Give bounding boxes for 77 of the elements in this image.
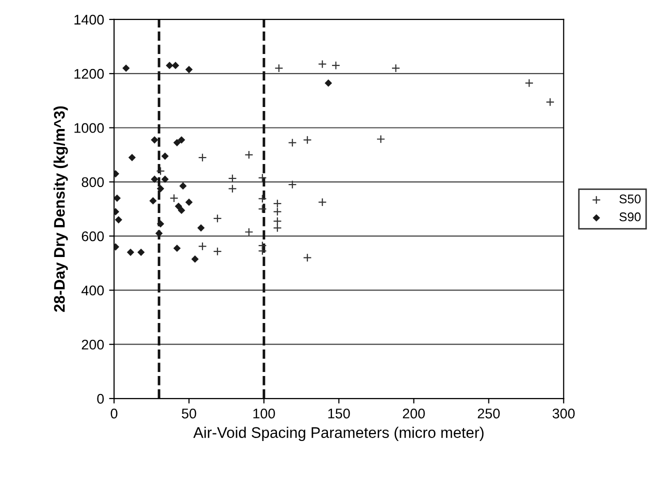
x-tick-label: 0 (110, 408, 118, 418)
point (258, 194, 267, 204)
point (198, 242, 207, 251)
point (122, 64, 130, 72)
point (178, 206, 186, 214)
point (228, 174, 237, 183)
x-tick-label: 150 (328, 408, 350, 418)
point (156, 220, 164, 228)
point (174, 202, 182, 210)
x-tick-label: 50 (182, 408, 196, 418)
point (273, 207, 282, 216)
point (244, 228, 254, 236)
y-tick-label: 200 (82, 340, 104, 350)
point (155, 230, 163, 238)
point (324, 79, 332, 87)
point (274, 64, 284, 73)
point (332, 61, 340, 70)
y-tick-label: 1200 (74, 68, 104, 79)
point (161, 152, 169, 160)
point (156, 185, 164, 192)
point (318, 60, 327, 68)
point (197, 224, 205, 232)
point (185, 66, 193, 74)
point (258, 241, 267, 250)
point (173, 138, 181, 146)
point (273, 224, 282, 232)
point (524, 78, 534, 88)
y-tick-label: 1000 (74, 123, 104, 133)
point (149, 197, 157, 205)
point (303, 253, 312, 262)
point (288, 180, 297, 189)
point (191, 255, 199, 263)
point (391, 64, 400, 73)
point (173, 244, 181, 252)
point (258, 246, 267, 256)
point (150, 176, 158, 183)
legend-label: S90 (619, 212, 641, 222)
x-axis-title: Air-Void Spacing Parameters (micro meter) (193, 426, 484, 441)
point (114, 216, 122, 224)
point (258, 204, 267, 214)
point (137, 248, 145, 256)
legend-label: S50 (619, 194, 641, 204)
y-tick-label: 800 (82, 177, 104, 188)
x-tick-label: 250 (478, 408, 500, 418)
point (213, 247, 222, 256)
y-axis-title: 28-Day Dry Density (kg/m^3) (54, 106, 68, 312)
point (166, 62, 174, 70)
point (150, 136, 158, 144)
y-tick-label: 0 (97, 394, 104, 404)
point (156, 166, 165, 176)
y-tick-label: 400 (81, 286, 104, 296)
point (198, 153, 207, 162)
point (178, 136, 186, 144)
point (128, 154, 136, 162)
point (228, 184, 237, 194)
point (179, 182, 187, 190)
point (170, 194, 178, 203)
point (258, 173, 267, 182)
x-tick-label: 200 (402, 408, 425, 418)
point (546, 98, 555, 106)
point (376, 134, 386, 144)
point (114, 194, 121, 202)
point (244, 150, 254, 160)
point (273, 216, 282, 226)
x-tick-label: 300 (552, 408, 575, 418)
point (213, 214, 222, 223)
x-tick-label: 100 (253, 408, 275, 418)
y-tick-label: 600 (82, 231, 104, 242)
point (288, 138, 297, 147)
point (161, 176, 169, 183)
point (185, 198, 193, 206)
y-tick-label: 1400 (74, 14, 104, 25)
point (318, 198, 327, 207)
point (172, 62, 180, 70)
point (303, 136, 312, 144)
point (126, 248, 134, 256)
point (273, 199, 282, 208)
